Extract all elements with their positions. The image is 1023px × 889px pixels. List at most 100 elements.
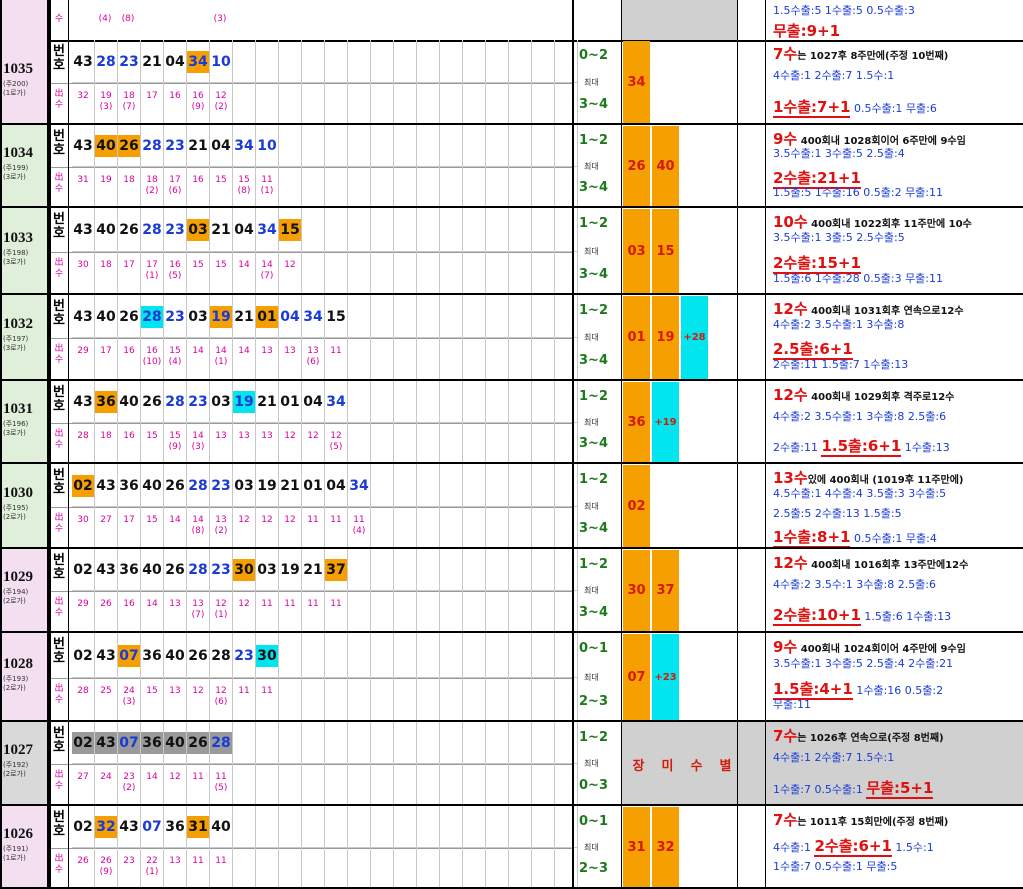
row-separator bbox=[0, 293, 1023, 295]
appearance-count: 27 bbox=[77, 772, 89, 782]
row-note: 7수는 1026후 연속으로(주정 8번째) bbox=[773, 725, 944, 746]
grid-cell bbox=[256, 764, 279, 806]
appearance-count: 12 bbox=[307, 431, 319, 441]
round-number: 1030 bbox=[3, 485, 33, 501]
grid-cell bbox=[417, 464, 440, 507]
grid-cell bbox=[279, 208, 302, 252]
row-note: 1수출:8+1 0.5수출:1 무출:4 bbox=[773, 526, 937, 549]
drawn-number: 43 bbox=[73, 222, 93, 238]
row-grey-band bbox=[622, 722, 1023, 806]
column-divider bbox=[68, 0, 69, 889]
grid-cell bbox=[532, 507, 555, 549]
grid-cell bbox=[348, 423, 371, 464]
drawn-number: 40 bbox=[164, 732, 186, 754]
range-top: 0~1 bbox=[579, 641, 608, 656]
top-count: (4) bbox=[98, 14, 112, 24]
label-bunho: 번 호 bbox=[53, 43, 65, 72]
appearance-count: 12 bbox=[284, 260, 296, 270]
appearance-count: 19 (3) bbox=[99, 91, 113, 112]
grid-cell bbox=[394, 678, 417, 722]
grid-cell bbox=[509, 208, 532, 252]
label-chulsu: 出 수 bbox=[54, 258, 64, 279]
grid-cell bbox=[440, 848, 463, 889]
appearance-count: 14 (3) bbox=[191, 431, 205, 452]
grid-cell bbox=[348, 40, 371, 83]
grid-cell bbox=[302, 381, 325, 423]
appearance-count: 11 bbox=[261, 686, 273, 696]
grid-cell bbox=[463, 633, 486, 678]
highlight-number-2: 32 bbox=[652, 807, 679, 888]
drawn-number: 02 bbox=[73, 647, 93, 664]
max-label: 최대 bbox=[584, 418, 599, 427]
grid-cell bbox=[417, 381, 440, 423]
top-count: (8) bbox=[121, 14, 135, 24]
grid-cell bbox=[279, 381, 302, 423]
appearance-count: 11 (1) bbox=[260, 175, 274, 196]
note-text: 0.5수출:1 무출:6 bbox=[850, 101, 937, 115]
label-chulsu: 出 수 bbox=[54, 89, 64, 110]
grid-cell bbox=[348, 338, 371, 381]
grid-cell bbox=[348, 806, 371, 848]
appearance-count: 16 (5) bbox=[168, 260, 182, 281]
grid-cell bbox=[164, 83, 187, 125]
appearance-count: 12 bbox=[169, 772, 181, 782]
drawn-number: 43 bbox=[73, 138, 93, 154]
grid-cell bbox=[463, 40, 486, 83]
grid-cell bbox=[210, 295, 233, 338]
appearance-count: 12 (1) bbox=[214, 599, 228, 620]
appearance-count: 16 bbox=[192, 175, 204, 185]
grid-cell bbox=[118, 381, 141, 423]
grid-cell bbox=[394, 295, 417, 338]
drawn-number: 23 bbox=[119, 53, 139, 70]
grid-cell bbox=[417, 167, 440, 208]
jang-label: 별 bbox=[719, 759, 732, 774]
grid-cell bbox=[325, 507, 348, 549]
grid-cell bbox=[394, 591, 417, 633]
drawn-number: 10 bbox=[211, 53, 231, 70]
grid-cell bbox=[141, 464, 164, 507]
grid-cell bbox=[302, 848, 325, 889]
row-note: 7수는 1027후 8주만에(주정 10번째) bbox=[773, 43, 948, 64]
row-note: 2수출:15+1 bbox=[773, 252, 861, 274]
round-subnote: (주192) bbox=[3, 761, 29, 769]
label-chulsu: 出 수 bbox=[54, 429, 64, 450]
grid-cell bbox=[371, 848, 394, 889]
row-mid-line bbox=[50, 167, 572, 168]
grid-cell bbox=[233, 423, 256, 464]
grid-cell bbox=[486, 464, 509, 507]
grid-cell bbox=[417, 507, 440, 549]
grid-cell bbox=[555, 806, 578, 848]
row-note: 1수출:7 0.5수출:1 무출:5 bbox=[773, 860, 898, 874]
appearance-count: 29 bbox=[77, 599, 89, 609]
grid-cell bbox=[72, 208, 95, 252]
row-note: 12수 400회내 1031회후 연속으로12수 bbox=[773, 298, 964, 319]
row-separator bbox=[0, 206, 1023, 208]
row-mid-line bbox=[50, 83, 572, 84]
appearance-count: 16 bbox=[123, 346, 135, 356]
range-top: 1~2 bbox=[579, 472, 608, 487]
round-subnote: (주193) bbox=[3, 675, 29, 683]
grid-cell bbox=[164, 678, 187, 722]
grid-cell bbox=[141, 40, 164, 83]
grid-cell bbox=[118, 549, 141, 591]
appearance-count: 13 bbox=[169, 856, 181, 866]
grid-cell bbox=[233, 464, 256, 507]
drawn-number: 03 bbox=[211, 394, 231, 410]
grid-cell bbox=[187, 295, 210, 338]
row-separator bbox=[0, 887, 1023, 889]
note-text: 400회내 1028회이어 6주만에 9수임 bbox=[797, 136, 966, 147]
grid-cell bbox=[532, 423, 555, 464]
grid-cell bbox=[233, 252, 256, 295]
grid-cell bbox=[164, 806, 187, 848]
grid-cell bbox=[279, 507, 302, 549]
appearance-count: 14 bbox=[238, 346, 250, 356]
note-highlight: 무출:5+1 bbox=[866, 779, 934, 799]
grid-cell bbox=[532, 295, 555, 338]
grid-cell bbox=[348, 381, 371, 423]
grid-cell bbox=[371, 83, 394, 125]
round-number: 1028 bbox=[3, 656, 33, 672]
row-note: 2.5출:5 2수출:13 1.5출:5 bbox=[773, 506, 902, 520]
grid-cell bbox=[394, 722, 417, 764]
note-text: 1수출:7 0.5수출:1 bbox=[773, 783, 867, 796]
drawn-number: 01 bbox=[303, 477, 323, 494]
